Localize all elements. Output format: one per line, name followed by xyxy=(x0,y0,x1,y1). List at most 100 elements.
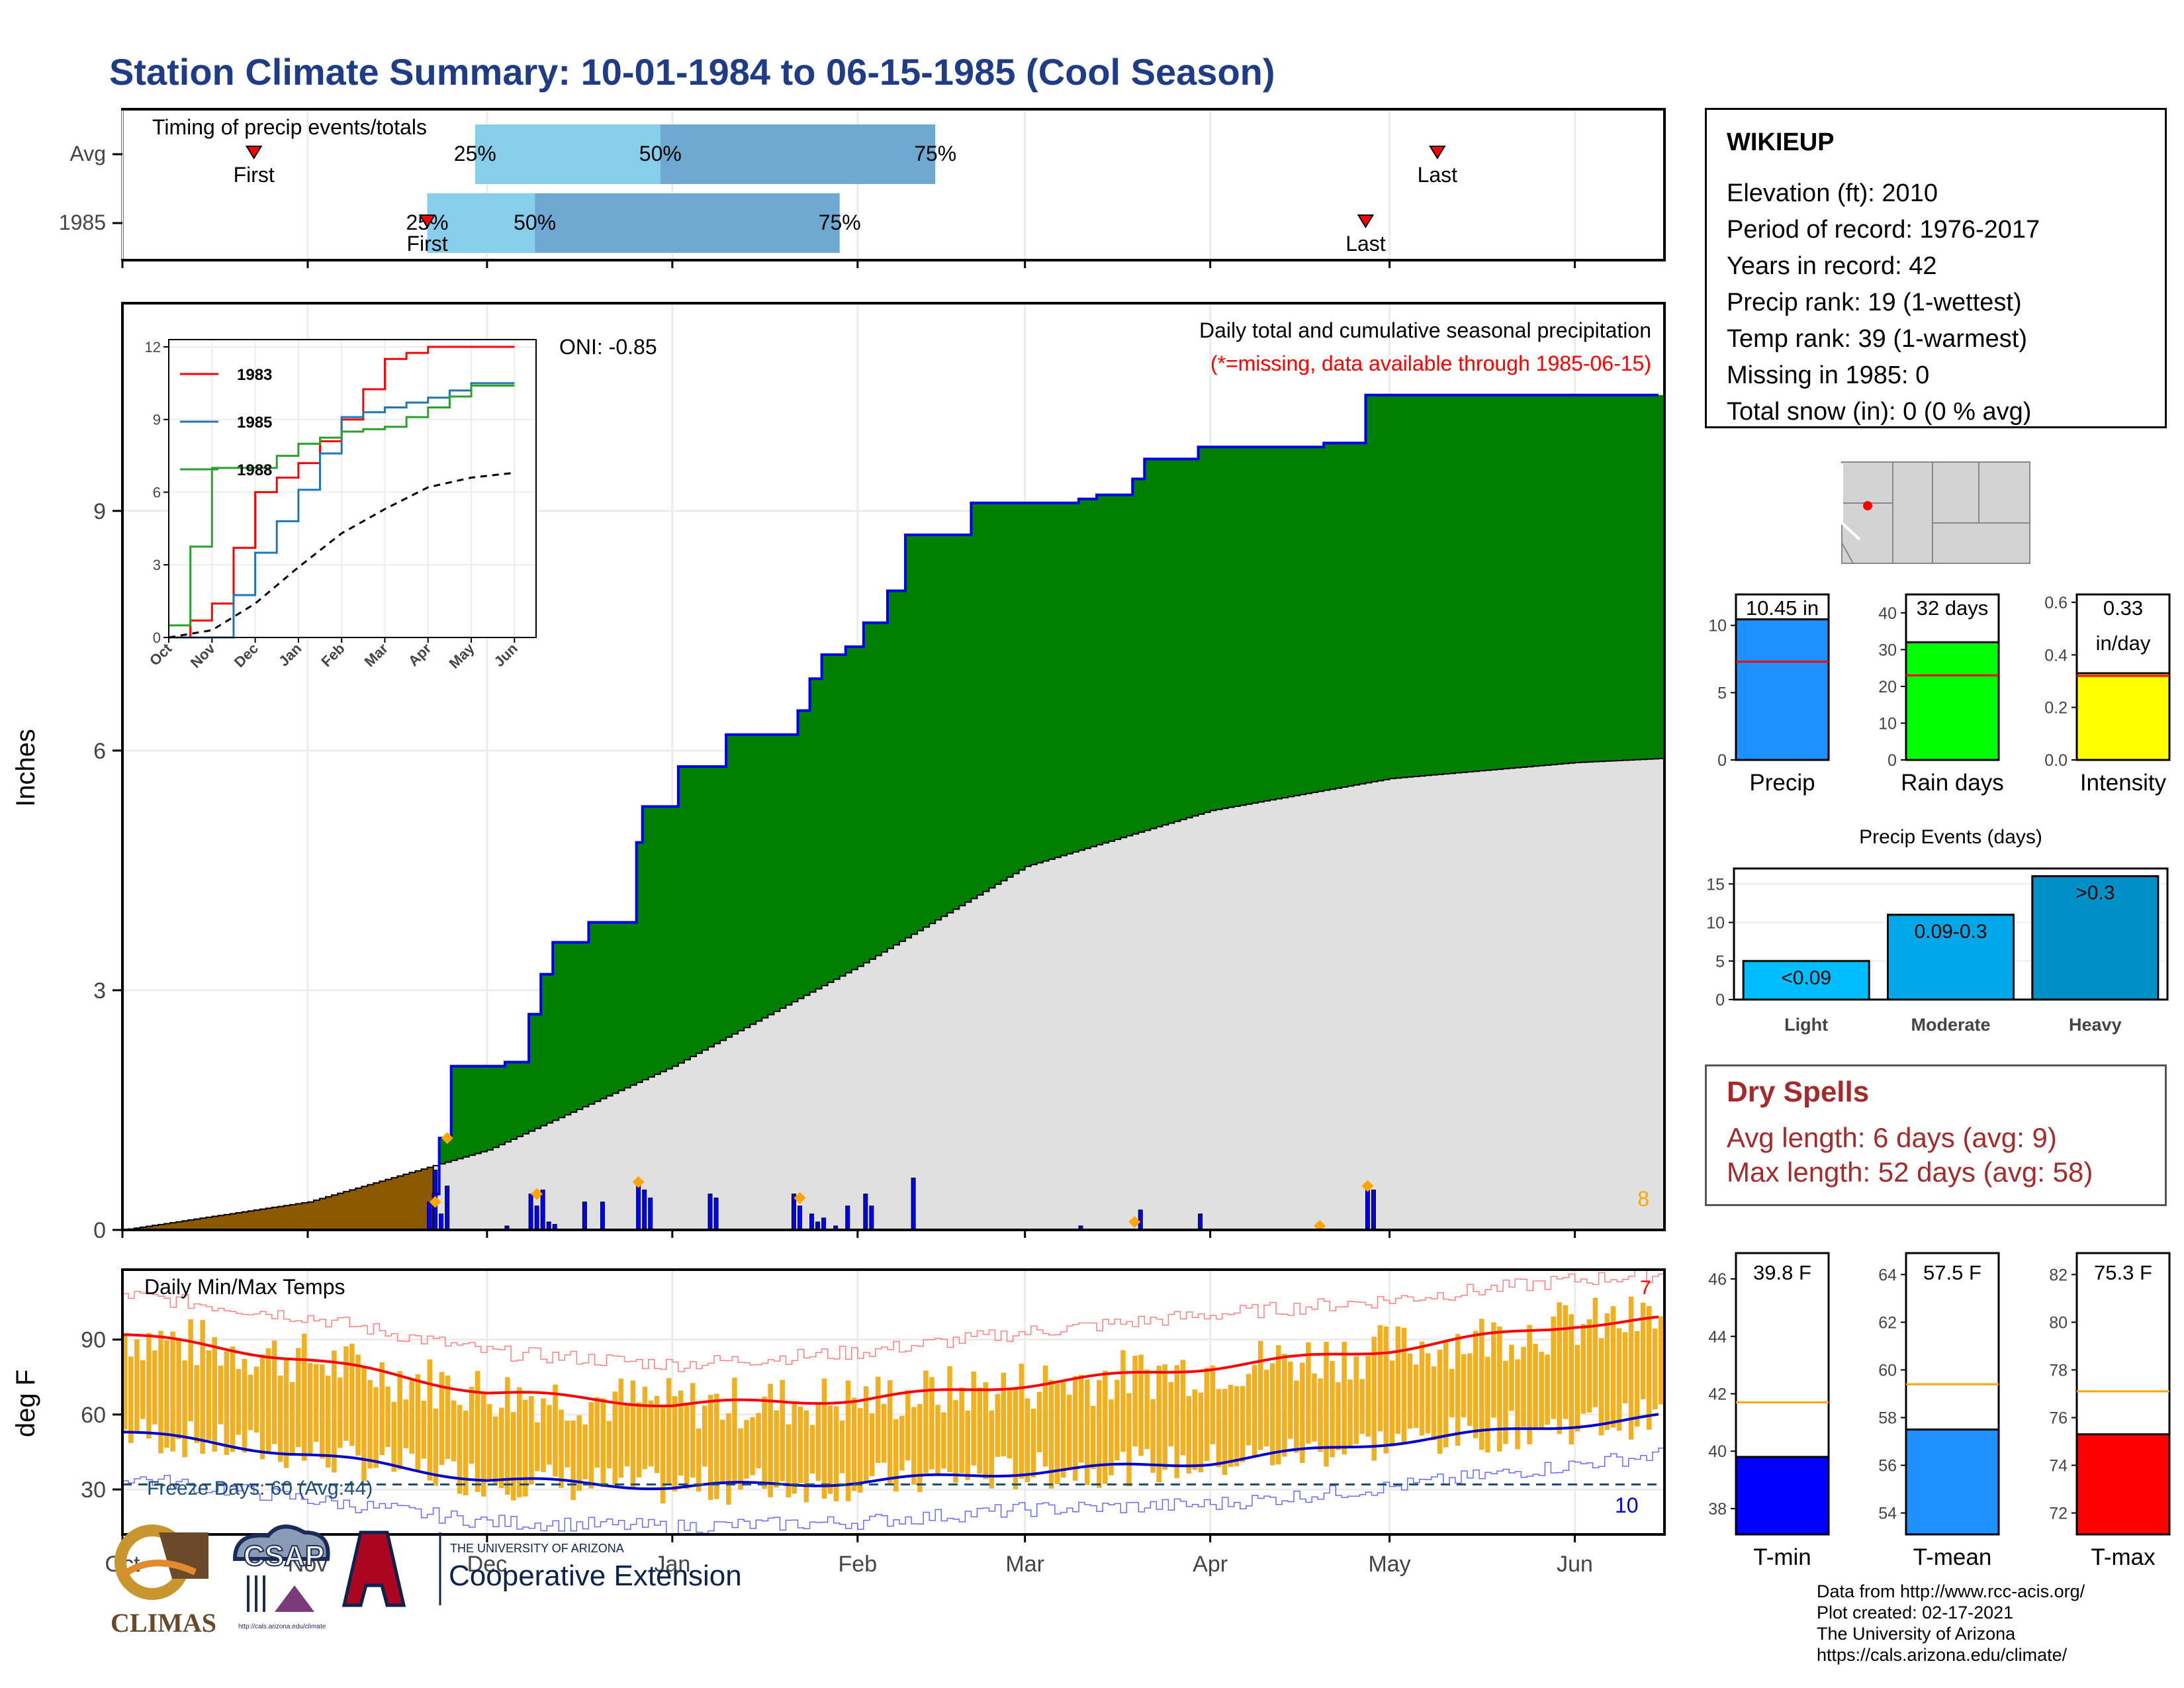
timing-bar-50-75 xyxy=(660,124,936,184)
normal-cumulative-area xyxy=(432,757,1665,1231)
daily-temp-bar xyxy=(338,1378,343,1448)
daily-temp-bar xyxy=(1353,1356,1359,1444)
daily-temp-bar xyxy=(899,1415,905,1471)
daily-temp-bar xyxy=(1072,1376,1078,1481)
daily-temp-bar xyxy=(326,1376,331,1468)
temp-bar-ytick-label: 58 xyxy=(1878,1409,1897,1428)
daily-temp-bar xyxy=(780,1380,785,1481)
daily-temp-bar xyxy=(1246,1374,1251,1446)
footer-line: The University of Arizona xyxy=(1817,1624,2016,1644)
daily-temp-bar xyxy=(1109,1399,1114,1476)
daily-temp-bar xyxy=(391,1401,396,1472)
record-min-line xyxy=(122,1447,1664,1535)
mini-ytick-label: 5 xyxy=(1717,684,1727,702)
temp-bar-ytick-label: 46 xyxy=(1708,1270,1727,1289)
precip-missing-note: (*=missing, data available through 1985-… xyxy=(1210,352,1651,375)
events-bar-label: >0.3 xyxy=(2075,882,2115,904)
timing-bar-25-50 xyxy=(427,193,535,253)
daily-temp-bar xyxy=(385,1386,390,1448)
svg-text:CSAP: CSAP xyxy=(244,1540,324,1572)
svg-text:Cooperative Extension: Cooperative Extension xyxy=(449,1560,742,1592)
daily-precip-bar xyxy=(636,1186,641,1231)
daily-temp-bar xyxy=(1078,1374,1084,1463)
daily-temp-bar xyxy=(1503,1360,1508,1444)
daily-temp-bar xyxy=(905,1390,911,1461)
daily-temp-bar xyxy=(1407,1353,1413,1429)
dry-spells-box: Dry Spells Avg length: 6 days (avg: 9) M… xyxy=(1705,1064,2167,1206)
daily-temp-bar xyxy=(845,1380,851,1501)
daily-precip-bar xyxy=(1371,1190,1376,1231)
info-precip-rank: Precip rank: 19 (1-wettest) xyxy=(1727,289,2022,316)
station-name: WIKIEUP xyxy=(1727,128,1835,156)
precip-y-label: Inches xyxy=(11,729,40,807)
daily-temp-bar xyxy=(624,1403,630,1467)
csap-logo[interactable]: CSAP http://cals.arizona.edu/climate xyxy=(232,1524,330,1630)
daily-temp-bar xyxy=(486,1404,492,1480)
daily-temp-bar xyxy=(1084,1379,1090,1485)
temp-bar-ytick-label: 60 xyxy=(1878,1361,1897,1380)
mini-ytick-label: 10 xyxy=(1708,617,1727,635)
daily-temp-bar xyxy=(1210,1365,1216,1444)
month-label: Jan xyxy=(654,1552,690,1577)
daily-temp-bar xyxy=(307,1362,313,1455)
timing-bar-50-75 xyxy=(535,193,840,253)
inset-legend-label: 1988 xyxy=(237,461,272,479)
daily-temp-bar xyxy=(672,1396,678,1491)
daily-temp-bar xyxy=(1383,1326,1389,1454)
daily-temp-bar xyxy=(218,1365,224,1425)
daily-temp-bar xyxy=(1091,1405,1096,1470)
daily-temp-bar xyxy=(762,1396,767,1489)
daily-temp-bar xyxy=(1395,1326,1401,1434)
inset-ytick-label: 9 xyxy=(153,412,161,428)
missing-data-marker xyxy=(1128,1215,1141,1228)
mini-value-label: 0.33 xyxy=(2103,596,2143,620)
climas-logo[interactable]: CLIMAS xyxy=(111,1524,216,1638)
daily-precip-bar xyxy=(427,1201,432,1231)
month-label: Dec xyxy=(467,1552,507,1577)
daily-temp-bar xyxy=(1557,1302,1562,1434)
daily-temp-bar xyxy=(1312,1373,1317,1442)
daily-temp-bar xyxy=(630,1380,636,1489)
daily-temp-bar xyxy=(421,1401,427,1459)
daily-temp-bar xyxy=(1569,1314,1574,1445)
daily-temp-bar xyxy=(565,1420,570,1468)
timing-p50-label: 50% xyxy=(514,211,556,234)
events-title: Precip Events (days) xyxy=(1859,826,2042,848)
daily-temp-bar xyxy=(1282,1354,1287,1457)
inset-ytick-label: 3 xyxy=(153,557,161,573)
daily-precip-bar xyxy=(1365,1186,1370,1231)
normal-min-line xyxy=(122,1413,1659,1491)
daily-temp-bar xyxy=(206,1350,211,1440)
daily-temp-bar xyxy=(1622,1332,1628,1403)
daily-temp-bar xyxy=(265,1348,271,1454)
daily-temp-bar xyxy=(283,1359,289,1468)
daily-temp-bar xyxy=(893,1419,899,1491)
daily-temp-bar xyxy=(1527,1325,1532,1444)
daily-precip-bar xyxy=(821,1217,827,1231)
daily-temp-bar xyxy=(1324,1342,1329,1467)
daily-temp-bar xyxy=(1024,1398,1030,1483)
temp-bar-T-mean xyxy=(1905,1429,2000,1536)
university-of-arizona-logo[interactable]: THE UNIVERSITY OF ARIZONA Cooperative Ex… xyxy=(341,1530,742,1607)
daily-temp-bar xyxy=(480,1391,486,1497)
temp-bar-ytick-label: 54 xyxy=(1878,1505,1897,1523)
daily-temp-bar xyxy=(803,1410,809,1503)
daily-temp-bar xyxy=(1275,1345,1281,1465)
timing-p25-label: 25% xyxy=(454,142,496,165)
timing-row-1985-label: 1985 xyxy=(59,211,106,234)
daily-temp-bar xyxy=(289,1382,295,1456)
mini-ytick-label: 30 xyxy=(1878,641,1897,659)
daily-temp-bar xyxy=(1060,1382,1066,1478)
mini-bar-Intensity xyxy=(2075,672,2171,761)
daily-temp-bar xyxy=(1097,1380,1102,1488)
missing-data-marker xyxy=(441,1132,453,1145)
daily-precip-bar xyxy=(445,1186,450,1231)
daily-temp-bar xyxy=(941,1412,946,1469)
events-bar-Light xyxy=(1742,960,1870,1001)
daily-temp-bar xyxy=(642,1386,648,1470)
normal-max-line xyxy=(122,1315,1659,1407)
daily-temp-bar xyxy=(1054,1383,1060,1484)
daily-precip-bar xyxy=(797,1205,803,1231)
inset-ytick-label: 6 xyxy=(153,484,161,500)
events-category-label: Light xyxy=(1784,1015,1828,1035)
